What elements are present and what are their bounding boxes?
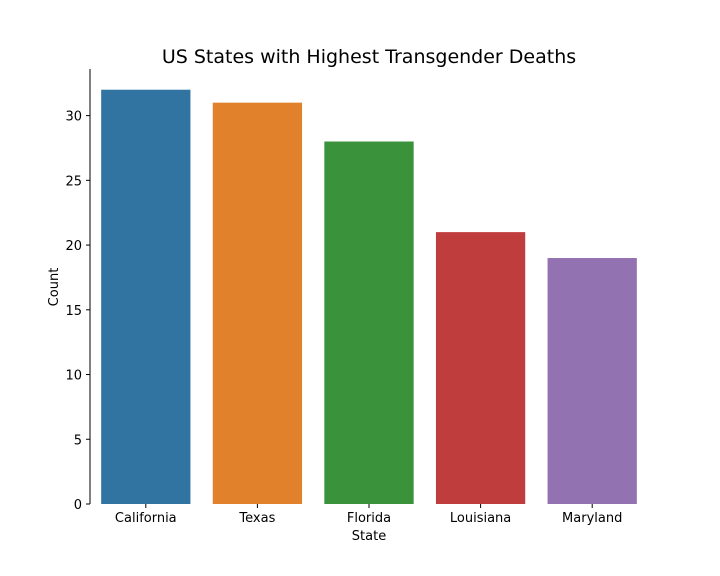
x-tick-label: Louisiana	[450, 511, 511, 526]
y-tick-label: 25	[65, 174, 82, 189]
y-tick-label: 10	[65, 369, 82, 384]
y-tick-label: 5	[74, 433, 82, 448]
y-tick-label: 20	[65, 239, 82, 254]
y-ticks-group: 0 5 10 15 20 25 30	[65, 110, 90, 513]
y-tick-label: 15	[65, 304, 82, 319]
bars-group	[101, 89, 637, 505]
bar-florida	[324, 141, 414, 504]
x-axis-label: State	[352, 529, 386, 544]
chart-title: US States with Highest Transgender Death…	[162, 46, 576, 68]
x-ticks-group: California Texas Florida Louisiana Maryland	[115, 504, 622, 526]
x-tick-label: Texas	[238, 511, 275, 526]
y-tick-label: 0	[74, 498, 82, 513]
y-axis-label: Count	[47, 268, 62, 307]
y-tick-label: 30	[65, 110, 82, 125]
bar-california	[101, 89, 191, 504]
x-tick-label: Maryland	[562, 511, 622, 526]
bar-louisiana	[435, 232, 526, 504]
x-tick-label: Florida	[347, 511, 391, 526]
bar-texas	[212, 102, 303, 505]
x-tick-label: California	[115, 511, 177, 526]
bar-maryland	[547, 258, 637, 504]
